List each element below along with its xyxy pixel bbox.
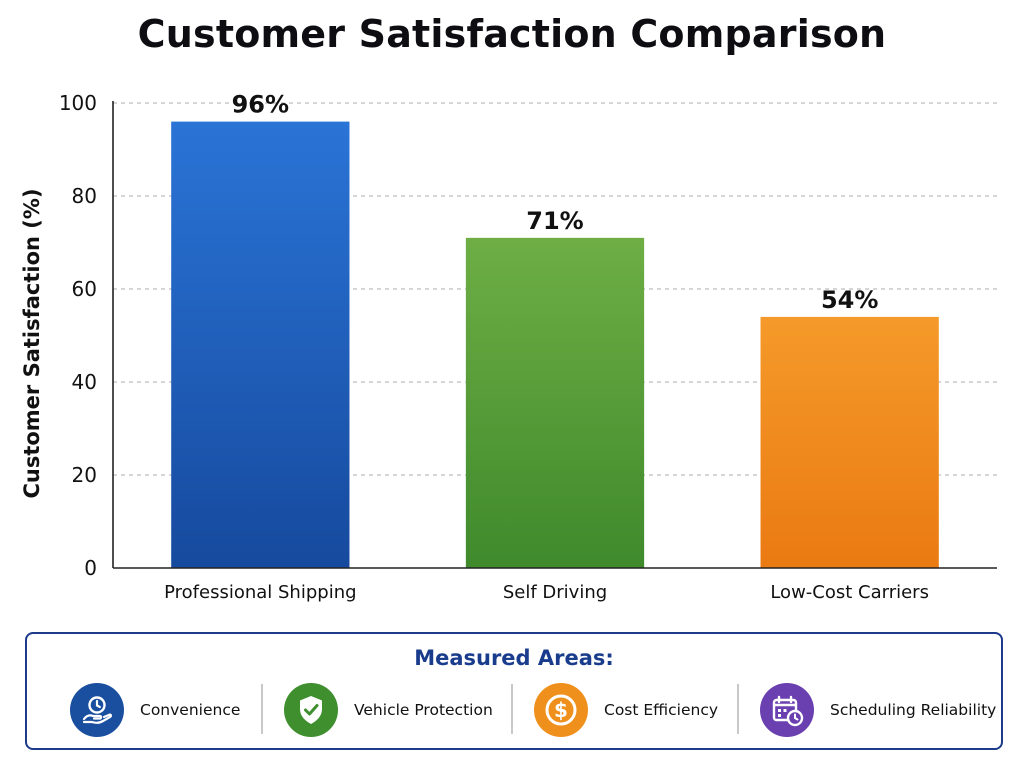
legend-item-cost-efficiency: $ Cost Efficiency — [534, 682, 718, 738]
chart-title: Customer Satisfaction Comparison — [137, 12, 887, 56]
y-tick-label: 40 — [72, 370, 97, 394]
measured-areas-panel: Measured Areas: Convenience Vehicle Prot… — [25, 632, 1003, 750]
legend-label-vehicle-protection: Vehicle Protection — [354, 701, 493, 719]
y-tick-label: 60 — [72, 277, 97, 301]
clock-hand-icon — [70, 683, 124, 737]
bars — [171, 121, 939, 568]
legend-label-cost-efficiency: Cost Efficiency — [604, 701, 719, 719]
bar-value-label: 96% — [232, 91, 289, 119]
x-tick-label: Professional Shipping — [164, 582, 356, 603]
calendar-clock-icon — [760, 683, 814, 737]
shield-check-icon — [284, 683, 338, 737]
legend-item-convenience: Convenience — [70, 682, 240, 738]
y-tick-label: 0 — [84, 556, 97, 580]
y-tick-label: 20 — [72, 463, 97, 487]
bar — [760, 316, 939, 568]
axes — [112, 101, 997, 569]
bar — [465, 237, 645, 568]
y-tick-label: 100 — [59, 91, 97, 115]
legend-divider — [737, 684, 739, 734]
bar-value-label: 54% — [821, 286, 878, 314]
y-tick-label: 80 — [72, 184, 97, 208]
legend-item-vehicle-protection: Vehicle Protection — [284, 682, 493, 738]
svg-text:$: $ — [554, 698, 568, 722]
y-axis-label: Customer Satisfaction (%) — [20, 188, 44, 498]
labels: 0 20 40 60 80 100 Customer Satisfaction (%) 96%… — [20, 91, 929, 603]
dollar-coin-icon: $ — [534, 683, 588, 737]
x-tick-label: Self Driving — [503, 582, 607, 603]
legend-label-scheduling-reliability: Scheduling Reliability — [830, 701, 997, 719]
bar-value-label: 71% — [526, 207, 583, 235]
measured-areas-heading: Measured Areas: — [414, 646, 614, 670]
legend-divider — [261, 684, 263, 734]
bar — [171, 121, 350, 568]
legend-divider — [511, 684, 513, 734]
legend-label-convenience: Convenience — [140, 701, 241, 719]
x-tick-label: Low-Cost Carriers — [770, 582, 929, 603]
legend-item-scheduling-reliability: Scheduling Reliability — [760, 682, 996, 738]
bar-chart: 0 20 40 60 80 100 Customer Satisfaction (%) 96%… — [20, 91, 997, 603]
